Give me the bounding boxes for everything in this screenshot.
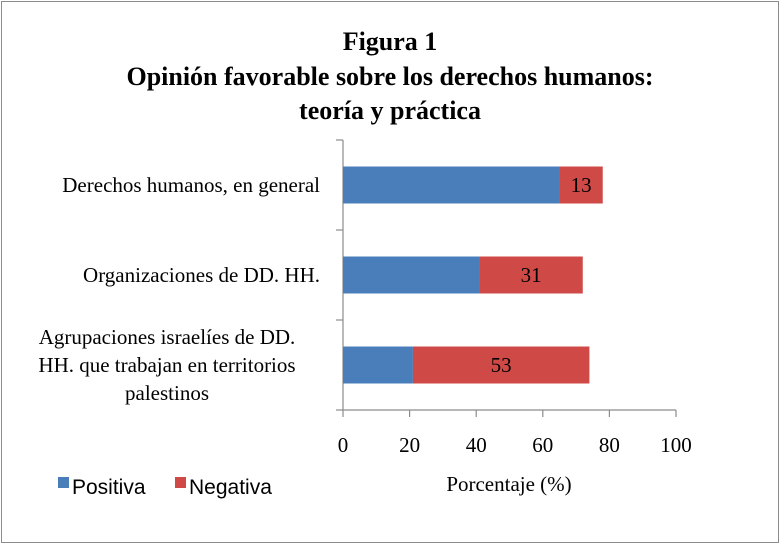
- legend-label-negativa: Negativa: [189, 476, 272, 499]
- chart-title-line: Figura 1: [343, 27, 438, 56]
- category-label: Organizaciones de DD. HH.: [83, 263, 320, 287]
- bar-positiva: [343, 346, 413, 384]
- x-tick-label: 40: [466, 433, 487, 457]
- category-label: HH. que trabajan en territorios: [38, 353, 295, 377]
- category-label: Agrupaciones israelíes de DD.: [39, 325, 296, 349]
- chart-title-line: Opinión favorable sobre los derechos hum…: [126, 62, 653, 91]
- bar-negativa: [559, 166, 603, 204]
- x-tick-label: 60: [532, 433, 553, 457]
- bars: [343, 166, 603, 384]
- data-labels: 13 31 53: [491, 173, 592, 377]
- x-tick-label: 20: [399, 433, 420, 457]
- data-label: 31: [521, 263, 542, 287]
- category-labels: Derechos humanos, en general Organizacion…: [38, 173, 320, 405]
- legend-swatch-positiva: [58, 477, 69, 488]
- data-label: 13: [571, 173, 592, 197]
- legend: Positiva Negativa: [58, 476, 272, 499]
- bar-positiva: [343, 256, 480, 294]
- x-tick-labels: 0 20 40 60 80 100: [338, 433, 692, 457]
- chart-title-line: teoría y práctica: [299, 96, 481, 125]
- legend-swatch-negativa: [175, 477, 186, 488]
- chart-title: Figura 1 Opinión favorable sobre los dere…: [126, 27, 653, 125]
- data-label: 53: [491, 353, 512, 377]
- x-tick-label: 80: [599, 433, 620, 457]
- category-label: palestinos: [125, 381, 209, 405]
- bar-negativa: [479, 256, 583, 294]
- x-axis-label: Porcentaje (%): [446, 472, 571, 496]
- bar-negativa: [412, 346, 590, 384]
- x-tick-label: 0: [338, 433, 349, 457]
- x-tick-label: 100: [660, 433, 692, 457]
- legend-label-positiva: Positiva: [72, 476, 146, 499]
- category-label: Derechos humanos, en general: [62, 173, 320, 197]
- bar-positiva: [343, 166, 560, 204]
